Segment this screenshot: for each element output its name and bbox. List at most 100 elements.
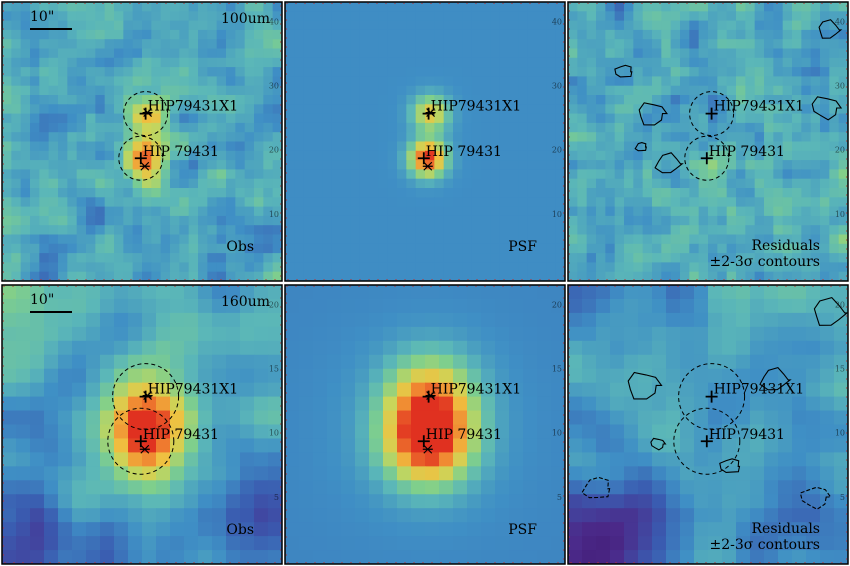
image-pixel [471, 48, 482, 59]
image-pixel [523, 340, 538, 356]
image-pixel [666, 340, 681, 356]
image-pixel [151, 57, 162, 68]
image-pixel [350, 234, 361, 245]
image-pixel [443, 20, 454, 31]
image-pixel [299, 522, 314, 537]
image-pixel [285, 48, 295, 59]
image-pixel [86, 20, 96, 31]
image-pixel [453, 215, 463, 226]
image-pixel [226, 197, 236, 208]
image-pixel [142, 225, 152, 236]
image-map [285, 2, 565, 281]
image-pixel [555, 95, 565, 105]
image-pixel [773, 253, 784, 263]
image-pixel [216, 141, 227, 152]
image-pixel [453, 85, 463, 96]
image-pixel [481, 2, 491, 12]
image-pixel [481, 494, 496, 509]
image-pixel [207, 188, 218, 198]
image-pixel [555, 188, 565, 198]
image-pixel [698, 113, 709, 124]
image-pixel [378, 95, 389, 105]
image-pixel [425, 271, 435, 281]
image-pixel [76, 104, 87, 115]
image-pixel [568, 253, 578, 263]
image-pixel [638, 550, 653, 564]
panel-ticks [569, 286, 847, 563]
image-pixel [782, 67, 793, 77]
image-pixel [387, 122, 398, 133]
image-pixel [481, 424, 496, 440]
image-pixel [661, 67, 672, 77]
image-pixel [58, 262, 68, 273]
image-pixel [577, 132, 588, 143]
image-pixel [425, 225, 435, 236]
image-pixel [537, 234, 547, 245]
image-pixel [453, 326, 468, 342]
image-pixel [792, 536, 807, 551]
image-pixel [773, 206, 784, 217]
image-pixel [11, 215, 22, 226]
image-pixel [820, 368, 835, 384]
image-pixel [327, 550, 342, 564]
image-pixel [350, 29, 361, 40]
image-pixel [30, 122, 40, 133]
image-pixel [801, 48, 812, 59]
image-pixel [586, 262, 597, 273]
image-pixel [114, 11, 124, 22]
image-pixel [212, 354, 227, 370]
image-pixel [614, 271, 625, 281]
image-pixel [327, 368, 342, 384]
image-pixel [303, 20, 314, 31]
image-pixel [123, 20, 134, 31]
image-pixel [327, 312, 342, 328]
tick-label: 10 [552, 210, 562, 219]
image-pixel [254, 424, 269, 440]
image-pixel [586, 225, 597, 236]
image-pixel [11, 104, 22, 115]
image-pixel [467, 382, 482, 398]
image-pixel [801, 113, 812, 124]
image-pixel [86, 438, 101, 453]
image-pixel [294, 20, 305, 31]
image-pixel [551, 396, 565, 412]
image-pixel [359, 169, 370, 180]
image-pixel [680, 178, 690, 189]
image-pixel [254, 243, 264, 254]
image-pixel [425, 298, 440, 314]
image-pixel [462, 132, 473, 143]
image-pixel [114, 480, 129, 495]
image-pixel [11, 234, 22, 245]
image-pixel [708, 312, 723, 328]
image-pixel [355, 285, 370, 300]
image-pixel [652, 188, 662, 198]
image-pixel [132, 20, 143, 31]
image-pixel [2, 206, 12, 217]
image-pixel [226, 11, 236, 22]
image-pixel [179, 122, 190, 133]
image-pixel [226, 2, 236, 12]
image-pixel [207, 122, 218, 133]
image-pixel [244, 253, 255, 263]
image-pixel [745, 85, 756, 96]
image-pixel [235, 206, 246, 217]
image-pixel [184, 522, 199, 537]
image-pixel [142, 160, 152, 170]
image-pixel [694, 326, 709, 342]
image-pixel [95, 122, 106, 133]
image-pixel [495, 536, 510, 551]
image-pixel [652, 494, 667, 509]
image-pixel [586, 29, 597, 40]
image-pixel [95, 188, 106, 198]
image-pixel [638, 466, 653, 481]
image-pixel [838, 85, 848, 96]
image-pixel [355, 368, 370, 384]
image-pixel [708, 122, 718, 133]
image-pixel [555, 48, 565, 59]
image-pixel [86, 466, 101, 481]
image-pixel [467, 438, 482, 453]
image-pixel [586, 197, 597, 208]
image-pixel [745, 262, 756, 273]
image-pixel [39, 160, 50, 170]
